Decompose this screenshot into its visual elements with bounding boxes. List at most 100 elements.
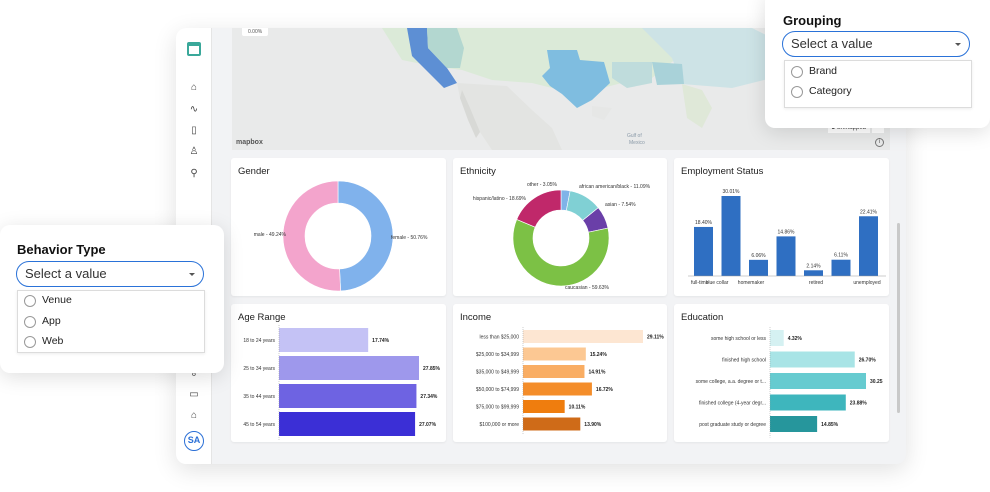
data-label: 15.24% xyxy=(590,352,608,358)
pin-icon[interactable]: ⚬ xyxy=(189,370,199,381)
option-label: Brand xyxy=(809,65,838,77)
employment-chart: 18.40% 30.01% 6.06% 14.86% 2.14% 6.11% 22.41% f… xyxy=(688,189,886,286)
bar xyxy=(523,382,592,396)
option-label: Web xyxy=(42,335,64,347)
tick-label: 45 to 54 years xyxy=(243,422,275,428)
clipboard-icon[interactable]: ▯ xyxy=(191,125,197,136)
signpost-icon[interactable]: ⚲ xyxy=(190,168,198,179)
logo-icon[interactable] xyxy=(187,42,201,56)
bar xyxy=(279,328,369,352)
bar xyxy=(776,236,796,276)
pie-slice xyxy=(516,189,562,228)
map-sea-label: Gulf of xyxy=(627,133,642,139)
info-icon[interactable]: i xyxy=(875,138,884,147)
behavior-select[interactable]: Select a value xyxy=(16,261,204,287)
data-label: 16.72% xyxy=(596,387,614,393)
bar xyxy=(770,351,855,368)
tick-label: full-time xyxy=(691,280,709,286)
tick-label: $100,000 or more xyxy=(480,422,520,428)
ethnicity-card: Ethnicity other - 3.05% african american/… xyxy=(453,158,667,296)
radio-icon[interactable] xyxy=(24,295,36,307)
card-title: Ethnicity xyxy=(460,166,496,177)
scrollbar[interactable] xyxy=(897,223,900,413)
avatar[interactable]: SA xyxy=(184,431,204,451)
option-label: App xyxy=(42,315,61,327)
education-chart: some high school or less 4.32% finished hi… xyxy=(696,327,883,438)
bar xyxy=(279,384,417,408)
bar xyxy=(859,216,878,276)
data-label: 27.85% xyxy=(423,366,441,372)
radio-icon[interactable] xyxy=(24,336,36,348)
bar xyxy=(523,330,643,343)
age-card: Age Range 18 to 24 years 17.74% 25 to 34 y… xyxy=(231,304,446,442)
grouping-title: Grouping xyxy=(783,13,842,28)
unmapped-badge[interactable]: 5 Unmapped xyxy=(827,123,870,133)
activity-icon[interactable]: ∿ xyxy=(189,104,199,115)
radio-icon[interactable] xyxy=(24,316,36,328)
data-label: 18.40% xyxy=(695,220,713,226)
data-label: 29.11% xyxy=(647,335,664,341)
map-sea-label: Mexico xyxy=(629,140,645,146)
tick-label: homemaker xyxy=(738,280,765,286)
chat-icon[interactable]: ▭ xyxy=(189,389,199,400)
card-title: Age Range xyxy=(238,312,286,323)
pie-slice xyxy=(512,219,610,287)
tick-label: unemployed xyxy=(853,280,880,286)
data-label: 14.91% xyxy=(588,370,606,376)
income-chart: less than $25,000 29.11% $25,000 to $34,99… xyxy=(476,327,664,435)
bar xyxy=(770,394,846,411)
data-label: 30.01% xyxy=(723,189,741,195)
map-legend: 0.00% xyxy=(242,28,269,36)
tick-label: finished high school xyxy=(722,358,766,364)
employment-card: Employment Status 18.40% 30.01% 6.06% 14.86… xyxy=(674,158,889,296)
tick-label: less than $25,000 xyxy=(480,335,520,341)
radio-icon[interactable] xyxy=(791,86,803,98)
data-label: 22.41% xyxy=(860,209,878,215)
radio-icon[interactable] xyxy=(791,66,803,78)
data-label: 2.14% xyxy=(806,263,821,269)
gender-chart: male - 49.24% female - 50.76% xyxy=(254,180,428,292)
behavior-title: Behavior Type xyxy=(17,242,106,257)
data-label: 27.34% xyxy=(420,394,438,400)
grouping-select-placeholder: Select a value xyxy=(791,36,873,51)
slice-label: other - 3.05% xyxy=(527,182,558,188)
data-label: 17.74% xyxy=(372,338,390,344)
slice-label: caucasian - 59.63% xyxy=(565,285,609,291)
user-icon[interactable]: ♙ xyxy=(189,146,199,157)
grouping-menu: Brand Category xyxy=(784,60,972,108)
behavior-menu: Venue App Web xyxy=(17,290,205,353)
behavior-panel: Behavior Type Select a value Venue App W… xyxy=(0,225,224,373)
tick-label: 35 to 44 years xyxy=(243,394,275,400)
data-label: 10.11% xyxy=(569,405,586,411)
bar xyxy=(770,416,818,432)
graduation-icon[interactable]: ⌂ xyxy=(190,410,198,421)
card-title: Income xyxy=(460,312,492,323)
bar xyxy=(831,259,851,276)
mapbox-attribution[interactable]: mapbox xyxy=(236,139,263,146)
bar xyxy=(804,270,823,276)
tick-label: $50,000 to $74,999 xyxy=(476,387,519,393)
gender-card: Gender male - 49.24% female - 50.76% xyxy=(231,158,446,296)
bar xyxy=(523,347,586,361)
tick-label: some college, a.a. degree or t... xyxy=(696,379,766,385)
age-chart: 18 to 24 years 17.74% 25 to 34 years 27.85%… xyxy=(243,325,441,440)
tick-label: 18 to 24 years xyxy=(243,338,275,344)
unmapped-label: Unmapped xyxy=(836,125,866,131)
tick-label: finished college (4-year degr... xyxy=(699,401,766,407)
bar xyxy=(694,226,713,276)
data-label: 14.85% xyxy=(821,422,839,428)
chevron-down-icon xyxy=(189,273,195,276)
education-card: Education some high school or less 4.32% f… xyxy=(674,304,889,442)
data-label: 27.07% xyxy=(419,422,437,428)
bar xyxy=(279,356,419,380)
chevron-down-icon xyxy=(955,43,961,46)
grouping-select[interactable]: Select a value xyxy=(782,31,970,57)
map-canvas xyxy=(382,28,792,150)
bar xyxy=(749,259,768,276)
tick-label: 25 to 34 years xyxy=(243,366,275,372)
home-icon[interactable]: ⌂ xyxy=(190,82,198,93)
tick-label: some high school or less xyxy=(711,336,767,342)
slice-label: male - 49.24% xyxy=(254,232,287,238)
option-label: Category xyxy=(809,85,852,97)
